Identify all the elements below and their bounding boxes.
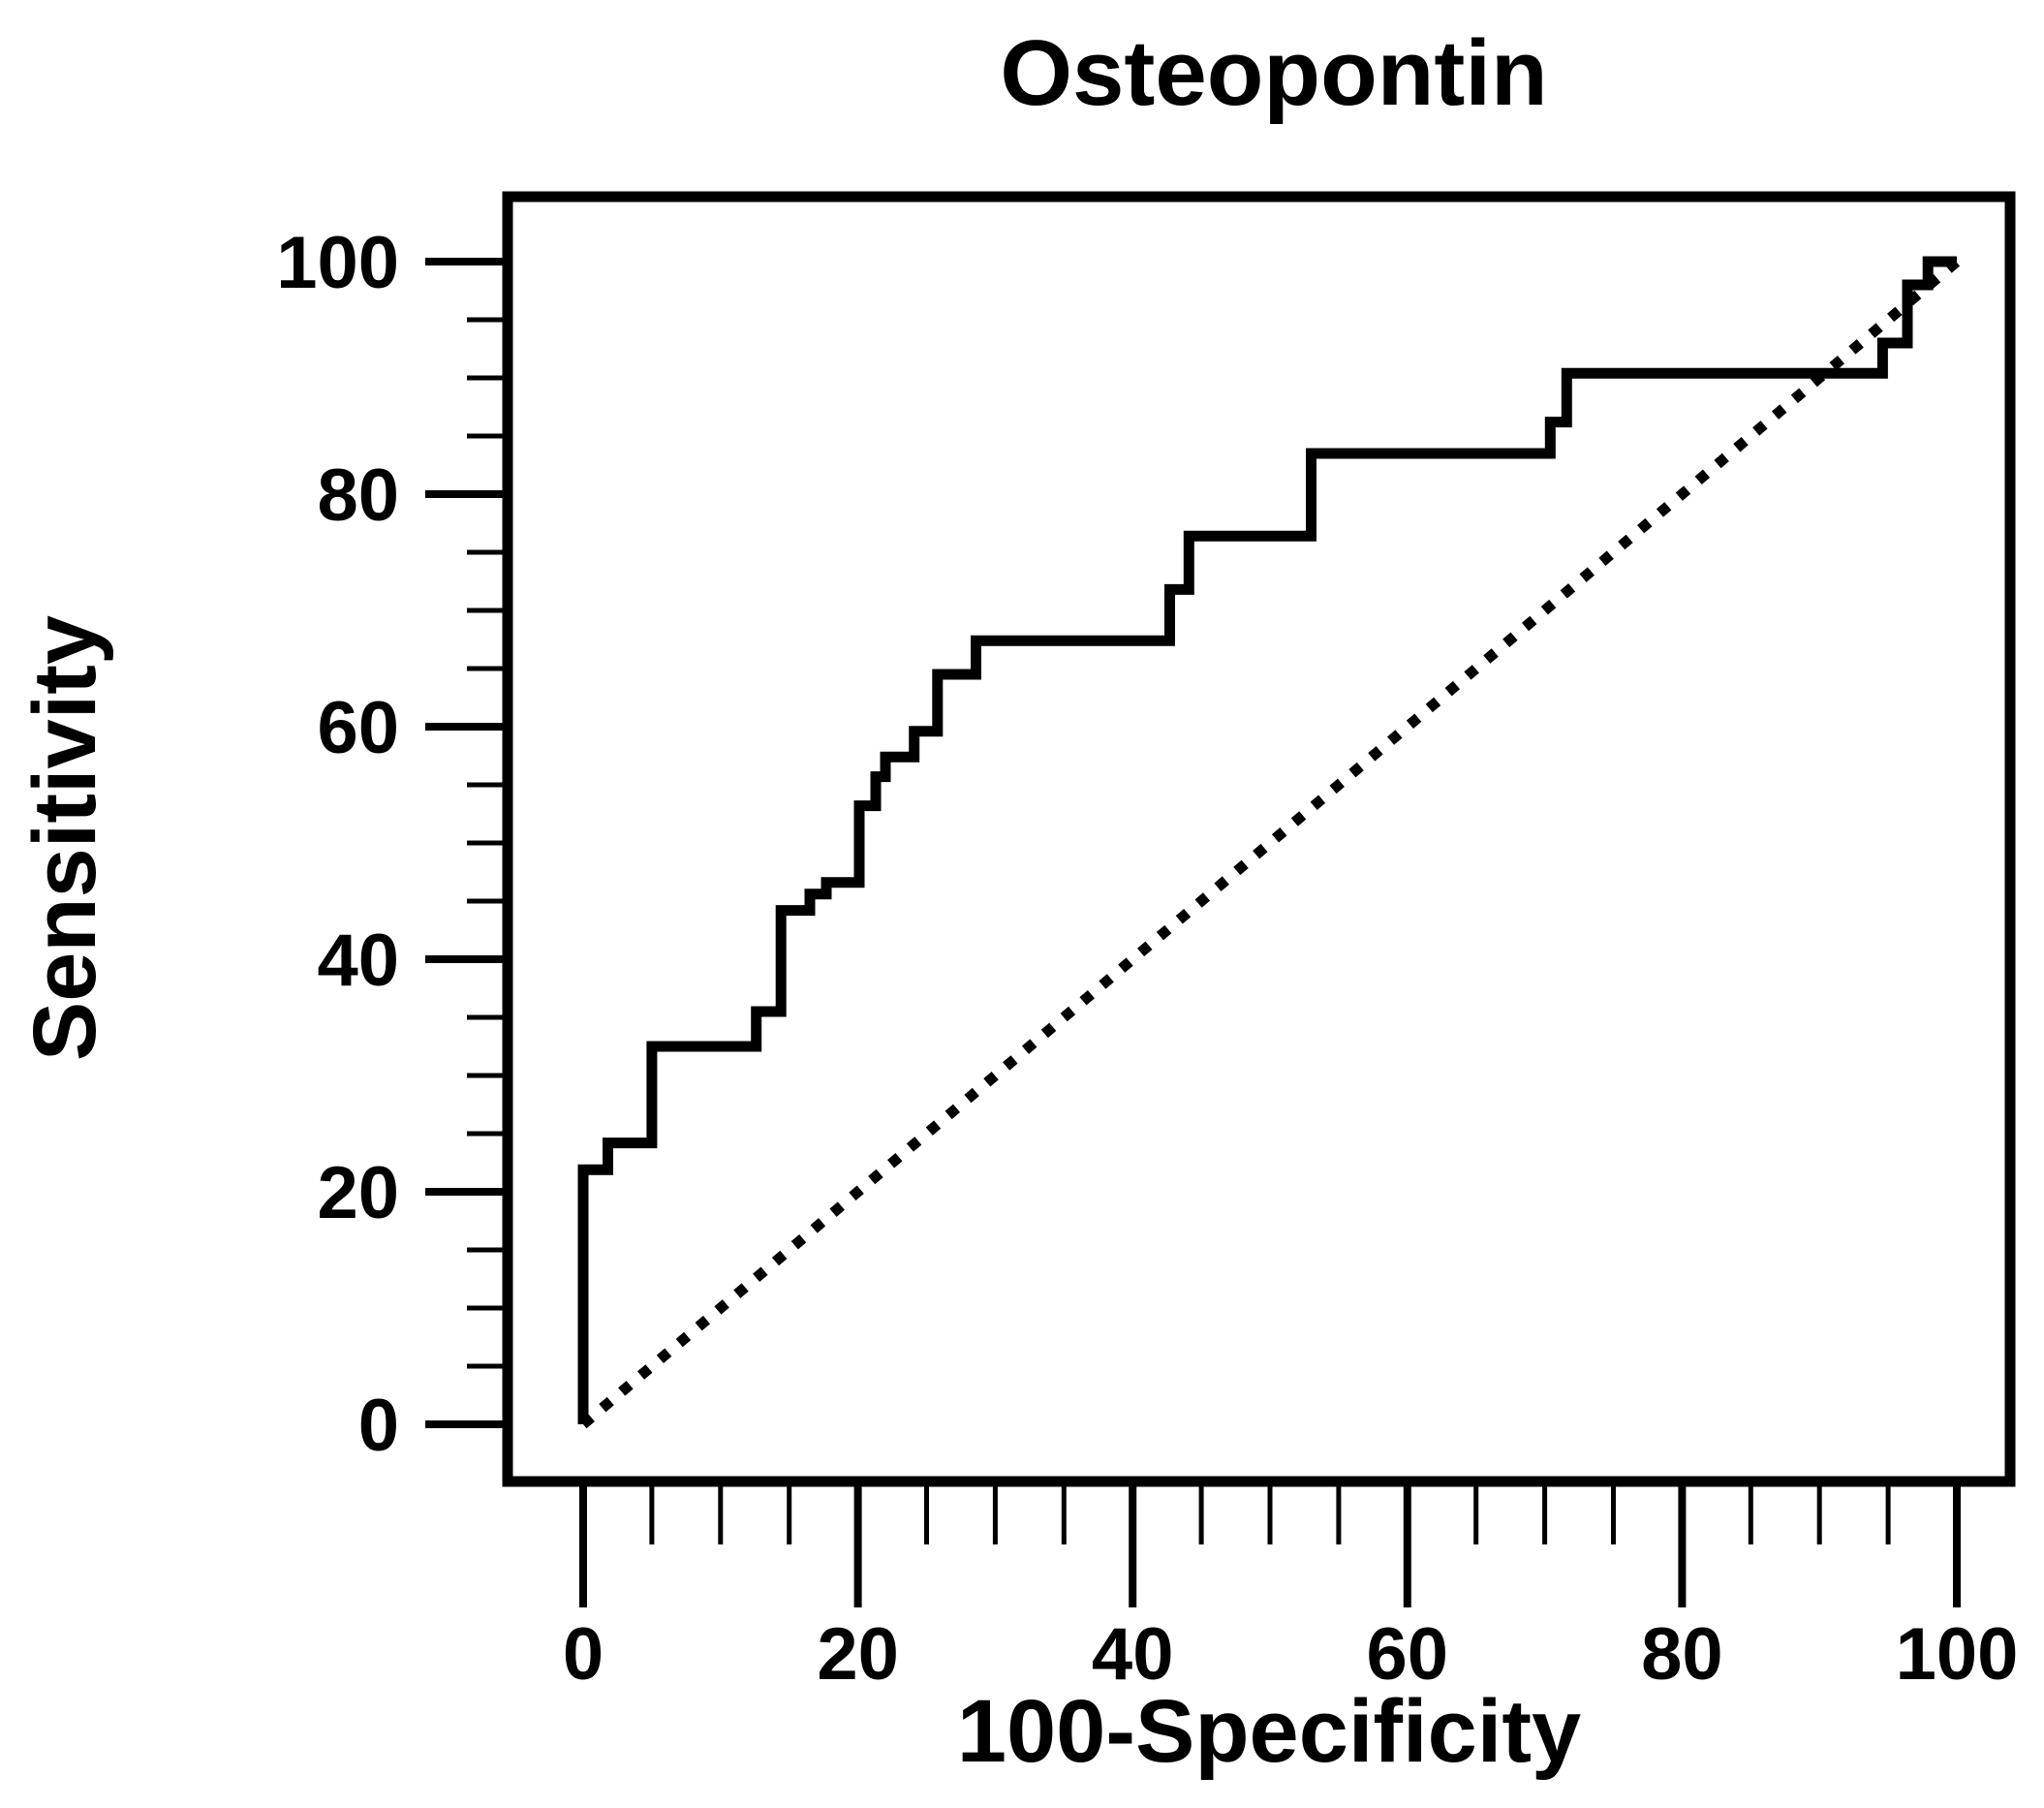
y-axis-tick-labels: 0 20 40 60 80 100 xyxy=(276,222,399,1467)
y-axis-title: Sensitivity xyxy=(15,615,114,1061)
x-tick-label: 100 xyxy=(1896,1613,2019,1696)
x-tick-label: 60 xyxy=(1367,1613,1449,1696)
x-axis-tick-labels: 0 20 40 60 80 100 xyxy=(563,1613,2019,1696)
y-tick-label: 40 xyxy=(317,920,399,1002)
y-tick-label: 100 xyxy=(276,222,399,304)
x-axis-ticks xyxy=(579,1481,1961,1607)
y-tick-label: 80 xyxy=(317,454,399,537)
chart-title: Osteopontin xyxy=(1000,21,1547,125)
x-tick-label: 20 xyxy=(817,1613,899,1696)
x-tick-label: 40 xyxy=(1092,1613,1174,1696)
x-tick-label: 80 xyxy=(1641,1613,1723,1696)
y-tick-label: 20 xyxy=(317,1152,399,1234)
y-axis-ticks xyxy=(425,258,508,1428)
y-tick-label: 60 xyxy=(317,687,399,769)
chance-diagonal-line xyxy=(579,257,1961,1429)
y-tick-label: 0 xyxy=(358,1385,399,1467)
x-axis-title: 100-Specificity xyxy=(957,1682,1581,1781)
x-tick-label: 0 xyxy=(563,1613,604,1696)
roc-curve-line xyxy=(577,256,1957,1424)
plot-border xyxy=(502,191,2016,1487)
